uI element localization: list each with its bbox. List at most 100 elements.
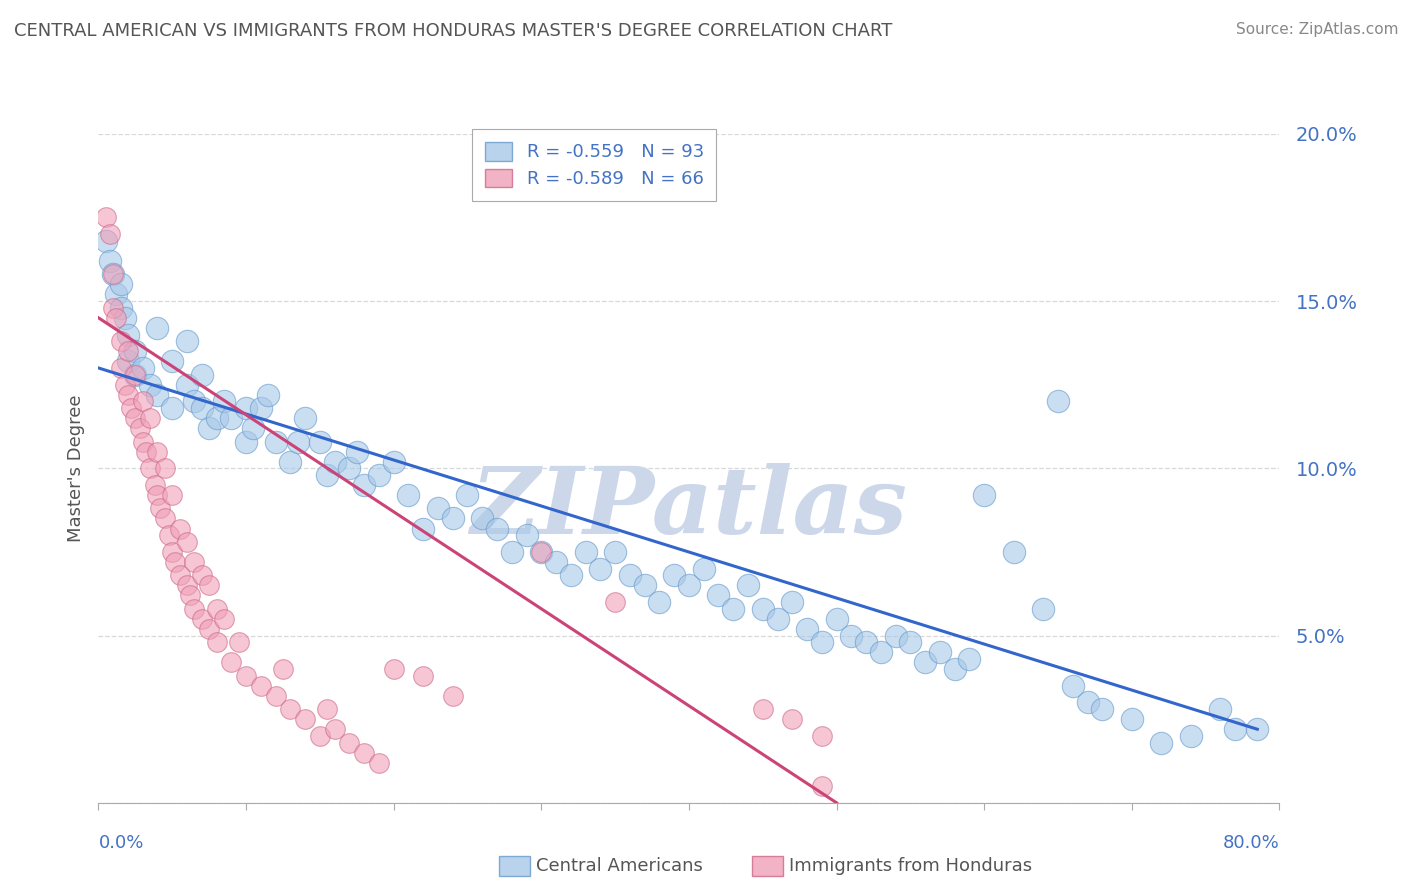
Point (544, 555, 567, 569)
Point (441, 511, 464, 525)
Point (162, 545, 183, 559)
Point (98, 253, 121, 268)
Point (605, 595, 627, 609)
Point (117, 388, 139, 402)
Point (250, 679, 273, 693)
Point (1032, 602, 1054, 616)
Point (120, 401, 142, 416)
Point (486, 521, 509, 535)
Point (810, 729, 832, 743)
Point (869, 645, 891, 659)
Point (427, 501, 450, 516)
Point (287, 434, 309, 449)
Point (124, 368, 146, 382)
Point (412, 521, 434, 535)
Point (353, 746, 375, 760)
Point (1180, 729, 1202, 743)
Point (162, 401, 183, 416)
Point (149, 501, 172, 516)
Point (678, 578, 700, 592)
Point (309, 434, 332, 449)
Point (693, 562, 716, 576)
Point (278, 455, 302, 469)
Point (1209, 702, 1232, 716)
Point (1077, 696, 1099, 710)
Point (368, 756, 391, 770)
Point (782, 712, 804, 726)
Point (278, 702, 302, 716)
Point (110, 334, 132, 349)
Point (707, 589, 730, 603)
Point (515, 528, 537, 542)
Text: 80.0%: 80.0% (1223, 834, 1279, 852)
Point (1246, 723, 1268, 737)
Point (132, 394, 155, 409)
Point (501, 545, 523, 559)
Point (294, 712, 316, 726)
Point (169, 521, 191, 535)
Point (396, 488, 419, 502)
Point (117, 327, 139, 342)
Point (114, 377, 136, 392)
Point (183, 555, 205, 569)
Point (316, 702, 339, 716)
Point (191, 568, 214, 582)
Point (183, 394, 205, 409)
Point (110, 301, 132, 315)
Point (146, 444, 169, 458)
Point (346, 444, 368, 458)
Point (176, 334, 198, 349)
Point (176, 535, 198, 549)
Point (605, 545, 627, 559)
Point (132, 434, 155, 449)
Point (1091, 702, 1114, 716)
Point (212, 612, 235, 626)
Point (139, 411, 162, 425)
Point (619, 568, 641, 582)
Point (648, 595, 671, 609)
Point (191, 401, 214, 416)
Point (114, 310, 136, 325)
Point (294, 411, 316, 425)
Point (337, 735, 360, 749)
Point (198, 622, 221, 636)
Point (782, 595, 804, 609)
Point (139, 461, 162, 475)
Point (228, 635, 250, 649)
Point (914, 655, 936, 669)
Point (1121, 712, 1143, 726)
Point (928, 645, 950, 659)
Point (309, 729, 332, 743)
Point (737, 578, 759, 592)
Point (94, 234, 117, 248)
Point (103, 268, 125, 282)
Point (368, 468, 391, 483)
Point (353, 478, 375, 492)
Point (94, 211, 117, 225)
Point (766, 612, 789, 626)
Point (441, 689, 464, 703)
Point (132, 361, 155, 376)
Point (530, 545, 553, 559)
Point (574, 545, 596, 559)
Point (205, 411, 228, 425)
Point (242, 421, 264, 435)
Point (162, 488, 183, 502)
Text: Source: ZipAtlas.com: Source: ZipAtlas.com (1236, 22, 1399, 37)
Point (530, 545, 553, 559)
Point (235, 669, 257, 683)
Point (235, 401, 257, 416)
Text: CENTRAL AMERICAN VS IMMIGRANTS FROM HONDURAS MASTER'S DEGREE CORRELATION CHART: CENTRAL AMERICAN VS IMMIGRANTS FROM HOND… (14, 22, 893, 40)
Point (205, 635, 228, 649)
Point (124, 411, 146, 425)
Point (191, 368, 214, 382)
Point (176, 578, 198, 592)
Point (205, 602, 228, 616)
Point (146, 388, 169, 402)
Point (98, 227, 121, 241)
Point (128, 421, 150, 435)
Point (382, 662, 405, 676)
Point (153, 461, 176, 475)
Point (135, 444, 157, 458)
Point (162, 354, 183, 368)
